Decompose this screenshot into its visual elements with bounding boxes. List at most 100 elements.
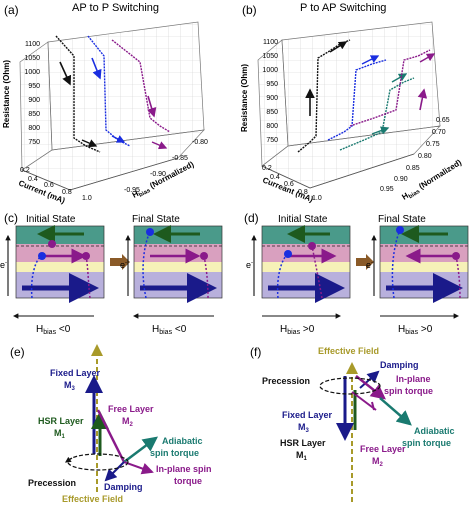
panel-f-m2-label: M2	[372, 456, 384, 468]
panel-b-ytick: 800	[266, 123, 278, 130]
panel-a: (a) AP to P Switching Resistance (Ohm) 1…	[2, 2, 208, 205]
panel-a-letter: (a)	[4, 3, 19, 17]
panel-f-adiabatic-label-2: spin torque	[402, 438, 451, 448]
panel-c-final-label: Final State	[132, 214, 180, 225]
panel-c-hbias-label: Hbias <0	[36, 324, 71, 336]
panel-a-series-blue	[87, 35, 131, 147]
panel-c-electron-label: e-	[0, 260, 7, 270]
panel-a-xtick: 0.6	[44, 182, 54, 189]
panel-a-xticks: 0.2 0.4 0.6 0.8 1.0	[20, 167, 92, 202]
panel-e-m2-arrow	[96, 409, 126, 463]
panel-f-precession-label: Precession	[262, 376, 310, 386]
panel-a-zticks: -0.80 -0.85 -0.90 -0.95	[124, 139, 208, 194]
panel-f-m3-label: M3	[298, 422, 310, 434]
panel-d: (d) Initial State Final State e-	[244, 211, 469, 336]
panel-a-ytick: 800	[28, 125, 40, 132]
panel-e-hsr-layer-label: HSR Layer	[38, 416, 84, 426]
panel-d-final-label: Final State	[378, 214, 426, 225]
panel-f-free-layer-label: Free Layer	[360, 444, 406, 454]
panel-b-ytick: 1000	[262, 67, 278, 74]
panel-b: (b) P to AP Switching Resistance (Ohm) 1…	[240, 2, 463, 204]
panel-a-arrow-blue	[91, 57, 102, 80]
panel-d-hbias-label: Hbias >0	[398, 324, 433, 336]
panel-b-yticks: 1100 1050 1000 950 900 850 800 750	[262, 39, 278, 144]
panel-a-arrow-black	[59, 61, 72, 86]
panel-c-letter: (c)	[4, 211, 18, 225]
panel-b-xtick: 0.6	[284, 181, 294, 188]
panel-c-electron-label: e-	[120, 260, 127, 270]
panel-e-letter: (e)	[10, 345, 25, 359]
panel-f-adiabatic-label: Adiabatic	[414, 426, 455, 436]
panel-a-ylabel: Resistance (Ohm)	[2, 60, 11, 128]
panel-f-effective-field-label: Effective Field	[318, 346, 379, 356]
panel-e-inplane-label: In-plane spin	[156, 464, 212, 474]
panel-b-ytick: 1050	[262, 53, 278, 60]
panel-c: (c) Initial State Final State e-	[0, 211, 223, 336]
panel-f-inplane-arrow	[355, 375, 386, 400]
panel-a-ztick: -0.90	[150, 171, 166, 178]
panel-b-series-blue	[327, 59, 387, 141]
panel-e-m2-label: M2	[122, 416, 134, 428]
panel-e-precession-orbit	[67, 453, 129, 471]
panel-b-title: P to AP Switching	[300, 2, 386, 14]
panel-a-ytick: 850	[28, 111, 40, 118]
panel-a-ytick: 1000	[24, 69, 40, 76]
panel-f-inplane-label-2: spin torque	[384, 386, 433, 396]
panel-a-ztick: -0.95	[124, 187, 140, 194]
panel-a-ytick: 950	[28, 83, 40, 90]
panel-b-arrow-purple	[417, 88, 428, 111]
panel-a-ytick: 750	[28, 139, 40, 146]
panel-f-letter: (f)	[250, 345, 261, 359]
panel-e-effective-field-label: Effective Field	[62, 494, 123, 504]
panel-b-ytick: 1100	[263, 39, 278, 46]
panel-a-xtick: 1.0	[82, 195, 92, 202]
panel-d-letter: (d)	[244, 211, 259, 225]
panel-f: (f) Effective Field Damping In-plane spi…	[250, 345, 455, 502]
panel-a-ztick: -0.85	[172, 155, 188, 162]
panel-c-transition-arrow	[110, 254, 130, 270]
panel-e-inplane-arrow	[123, 461, 154, 475]
panel-e-m3-label: M3	[64, 380, 76, 392]
panel-d-initial-label: Initial State	[278, 214, 328, 225]
panel-b-ztick: 0.80	[418, 153, 432, 160]
panel-a-yticks: 1100 1050 1000 950 900 850 800 750	[24, 41, 40, 146]
panel-e-adiabatic-arrow	[123, 436, 158, 463]
panel-e-damping-label: Damping	[104, 482, 143, 492]
panel-e-adiabatic-label-2: spin torque	[150, 448, 199, 458]
panel-d-hbias-label: Hbias >0	[280, 324, 315, 336]
panel-e-fixed-layer-label: Fixed Layer	[50, 368, 101, 378]
panel-b-letter: (b)	[242, 3, 257, 17]
panel-c-initial-stack	[15, 225, 105, 303]
panel-b-ytick: 850	[266, 109, 278, 116]
panel-b-xtick: 0.4	[270, 174, 280, 181]
panel-b-ztick: 0.90	[394, 176, 408, 183]
panel-f-m2-arrow	[351, 391, 377, 411]
panel-e-precession-label: Precession	[28, 478, 76, 488]
panel-e-free-layer-label: Free Layer	[108, 404, 154, 414]
panel-a-series-black	[55, 35, 101, 153]
panel-a-ytick: 900	[28, 97, 40, 104]
panel-e-m1-label: M1	[54, 428, 66, 440]
panel-b-ztick: 0.65	[436, 117, 450, 124]
panel-a-xtick: 0.4	[28, 176, 38, 183]
panel-b-ztick: 0.85	[406, 165, 420, 172]
panel-a-series-purple	[111, 39, 171, 133]
panel-b-ytick: 950	[266, 81, 278, 88]
panel-f-hsr-layer-label: HSR Layer	[280, 438, 326, 448]
panel-f-damping-label: Damping	[380, 360, 419, 370]
panel-e-inplane-label-2: torque	[174, 476, 202, 486]
panel-d-transition-arrow	[356, 254, 374, 270]
panel-b-ytick: 750	[266, 137, 278, 144]
panel-b-ylabel: Resistance (Ohm)	[240, 64, 249, 132]
panel-b-xticks: 0.2 0.4 0.6 0.8 1.0	[262, 165, 322, 202]
panel-b-series-purple	[349, 49, 431, 127]
panel-b-xtick: 1.0	[312, 195, 322, 202]
panel-e: (e) Fixed Layer M3 HSR Layer M1 Free Lay…	[10, 344, 212, 504]
panel-b-ztick: 0.95	[380, 186, 394, 193]
panel-c-final-stack	[133, 225, 223, 303]
panel-b-series-black	[297, 39, 351, 153]
panel-b-series-teal	[339, 77, 415, 151]
panel-a-back-wall	[47, 21, 205, 151]
panel-a-title: AP to P Switching	[72, 2, 159, 14]
